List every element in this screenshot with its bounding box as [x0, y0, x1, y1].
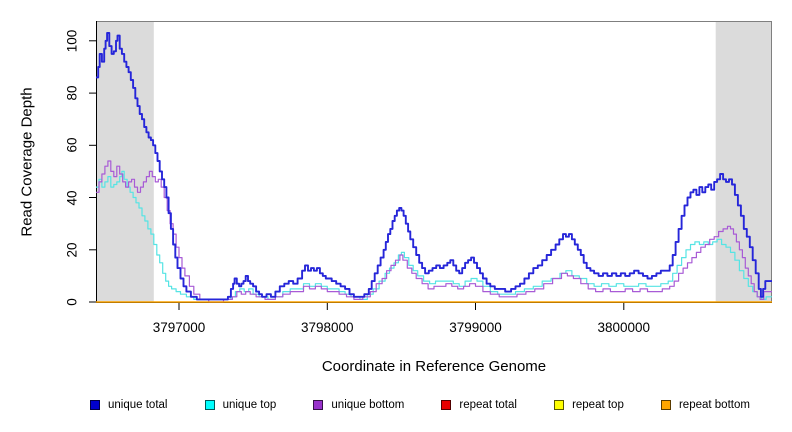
legend-item-repeat-bottom: repeat bottom — [660, 399, 750, 411]
legend: unique total unique top unique bottom repea… — [90, 396, 750, 414]
y-tick-label: 100 — [64, 29, 80, 53]
x-tick-label: 3797000 — [152, 320, 206, 335]
y-tick-label: 80 — [64, 85, 80, 101]
shaded-region — [96, 21, 154, 303]
legend-label: unique total — [108, 399, 168, 411]
legend-item-repeat-top: repeat top — [554, 399, 624, 411]
y-tick-label: 20 — [64, 242, 80, 258]
legend-item-unique-bottom: unique bottom — [313, 399, 404, 411]
legend-swatch-icon — [204, 400, 215, 410]
y-tick-label: 40 — [64, 190, 80, 206]
legend-label: unique top — [222, 399, 277, 411]
x-tick-label: 3800000 — [597, 320, 651, 335]
x-tick-label: 3798000 — [300, 320, 354, 335]
plot-canvas — [89, 21, 772, 310]
legend-swatch-icon — [660, 400, 671, 410]
legend-label: repeat bottom — [678, 399, 750, 411]
series-unique-top — [96, 170, 772, 300]
plot-area: 3797000 3798000 3799000 3800000 0 20 40 60 80 100 — [65, 21, 772, 335]
legend-item-repeat-total: repeat total — [441, 399, 517, 411]
y-tick-label: 0 — [64, 298, 80, 306]
legend-label: repeat total — [459, 399, 517, 411]
shaded-region — [715, 21, 772, 303]
legend-item-unique-total: unique total — [90, 399, 167, 411]
series-unique-bottom — [96, 160, 772, 303]
legend-label: unique bottom — [331, 399, 405, 411]
x-axis-label: Coordinate in Reference Genome — [321, 358, 547, 375]
legend-swatch-icon — [441, 400, 452, 410]
legend-swatch-icon — [90, 400, 100, 410]
y-tick-label: 60 — [64, 137, 80, 153]
y-axis-label: Read Coverage Depth — [18, 87, 36, 237]
legend-label: repeat top — [572, 399, 624, 411]
plot-box — [96, 21, 772, 303]
legend-swatch-icon — [554, 400, 565, 410]
series-unique-total — [96, 32, 772, 301]
legend-item-unique-top: unique top — [204, 399, 277, 411]
x-tick-label: 3799000 — [449, 320, 502, 335]
legend-swatch-icon — [313, 400, 324, 410]
